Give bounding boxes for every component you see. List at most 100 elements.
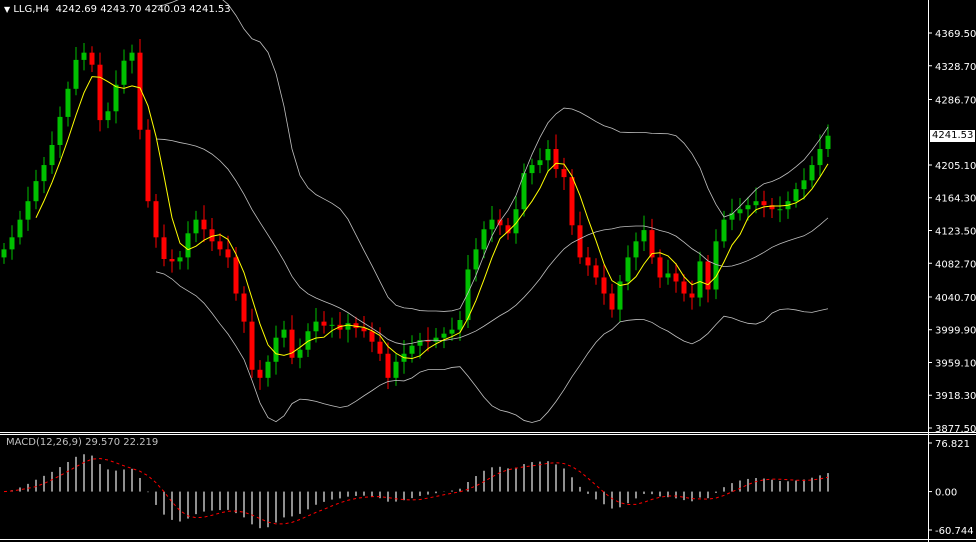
macd-axis[interactable]: 76.821 0.00 -60.744 — [928, 439, 974, 537]
candle-body — [737, 209, 743, 214]
ohlc-values: 4242.69 4243.70 4240.03 4241.53 — [55, 4, 231, 15]
candle-body — [753, 201, 759, 206]
macd-label: MACD(12,26,9) 29.570 22.219 — [6, 437, 159, 448]
candle-body — [673, 273, 679, 282]
candle-body — [577, 225, 583, 258]
candle-body — [9, 237, 15, 250]
price-tick-label: 4328.70 — [935, 62, 976, 73]
candle-body — [793, 189, 799, 202]
candle-body — [641, 230, 647, 242]
candle-body — [481, 229, 487, 250]
candle-body — [457, 320, 463, 330]
candle-body — [489, 219, 495, 230]
price-tick-label: 4369.50 — [935, 29, 976, 40]
candle-body — [409, 345, 415, 354]
candle-body — [777, 209, 783, 211]
candle-body — [705, 261, 711, 290]
candle-body — [817, 149, 823, 166]
price-tick-label: 3877.50 — [935, 424, 976, 435]
price-axis[interactable]: 4369.50 4328.70 4286.70 4205.10 4164.30 4123.… — [928, 29, 976, 435]
candle-body — [617, 281, 623, 310]
candle-body — [465, 269, 471, 321]
price-tick-label: 4040.70 — [935, 293, 976, 304]
candle-body — [257, 369, 263, 378]
candle-body — [393, 361, 399, 378]
candle-body — [1, 249, 7, 258]
candle-body — [65, 88, 71, 117]
candle-body — [353, 323, 359, 329]
macd-signal-line — [3, 458, 829, 525]
candle-body — [217, 241, 223, 250]
candle-body — [265, 361, 271, 378]
price-tick-label: 4123.50 — [935, 227, 976, 238]
candle-body — [665, 273, 671, 278]
candle-body — [305, 331, 311, 350]
price-tick-label: 4164.30 — [935, 194, 976, 205]
candle-body — [129, 52, 135, 61]
candle-body — [449, 329, 455, 334]
candle-body — [697, 261, 703, 298]
candle-body — [121, 60, 127, 85]
candle-body — [185, 233, 191, 258]
candle-body — [321, 321, 327, 326]
macd-tick-label: 0.00 — [935, 488, 957, 499]
candle-body — [193, 219, 199, 234]
moving-average-line — [35, 76, 829, 360]
candle-body — [233, 257, 239, 294]
candle-body — [209, 229, 215, 242]
price-tick-label: 4205.10 — [935, 161, 976, 172]
candle-body — [281, 329, 287, 338]
candle-body — [441, 333, 447, 338]
candle-body — [505, 225, 511, 234]
candle-body — [593, 265, 599, 278]
price-chart[interactable] — [1, 0, 831, 423]
candle-body — [169, 259, 175, 262]
candle-body — [153, 201, 159, 238]
candle-body — [769, 205, 775, 210]
candle-body — [273, 337, 279, 362]
candle-body — [417, 340, 423, 346]
symbol-label: LLG,H4 — [13, 4, 50, 15]
price-tick-label: 3999.90 — [935, 326, 976, 337]
macd-subwindow[interactable] — [3, 454, 829, 529]
current-price-tag: 4241.53 — [930, 129, 976, 142]
candle-body — [105, 111, 111, 121]
candle-body — [57, 116, 63, 145]
candle-body — [601, 277, 607, 294]
bollinger-upper — [155, 0, 829, 312]
bollinger-middle — [155, 138, 829, 345]
bollinger-lower — [155, 271, 829, 423]
candle-body — [425, 340, 431, 342]
candle-body — [681, 281, 687, 294]
candle-body — [201, 219, 207, 230]
candle-body — [809, 165, 815, 181]
candle-body — [329, 324, 335, 326]
candle-body — [297, 349, 303, 358]
candle-body — [73, 59, 79, 89]
candle-body — [657, 257, 663, 278]
triangle-down-icon[interactable]: ▼ — [4, 5, 11, 14]
candle-body — [177, 257, 183, 262]
candle-body — [81, 52, 87, 60]
candle-body — [313, 321, 319, 332]
candle-body — [529, 165, 535, 174]
price-tick-label: 3959.10 — [935, 358, 976, 369]
macd-tick-label: 76.821 — [935, 439, 970, 450]
candle-body — [433, 337, 439, 342]
candle-body — [473, 249, 479, 270]
candle-body — [521, 173, 527, 210]
candle-body — [585, 257, 591, 266]
candle-body — [825, 135, 831, 150]
macd-tick-label: -60.744 — [935, 526, 974, 537]
candle-body — [377, 341, 383, 354]
candle-body — [89, 52, 95, 65]
candle-body — [289, 329, 295, 358]
candle-body — [649, 230, 655, 258]
price-tick-label: 3918.30 — [935, 391, 976, 402]
candle-body — [545, 149, 551, 161]
candle-body — [729, 213, 735, 220]
candle-body — [137, 52, 143, 130]
candle-body — [625, 257, 631, 282]
